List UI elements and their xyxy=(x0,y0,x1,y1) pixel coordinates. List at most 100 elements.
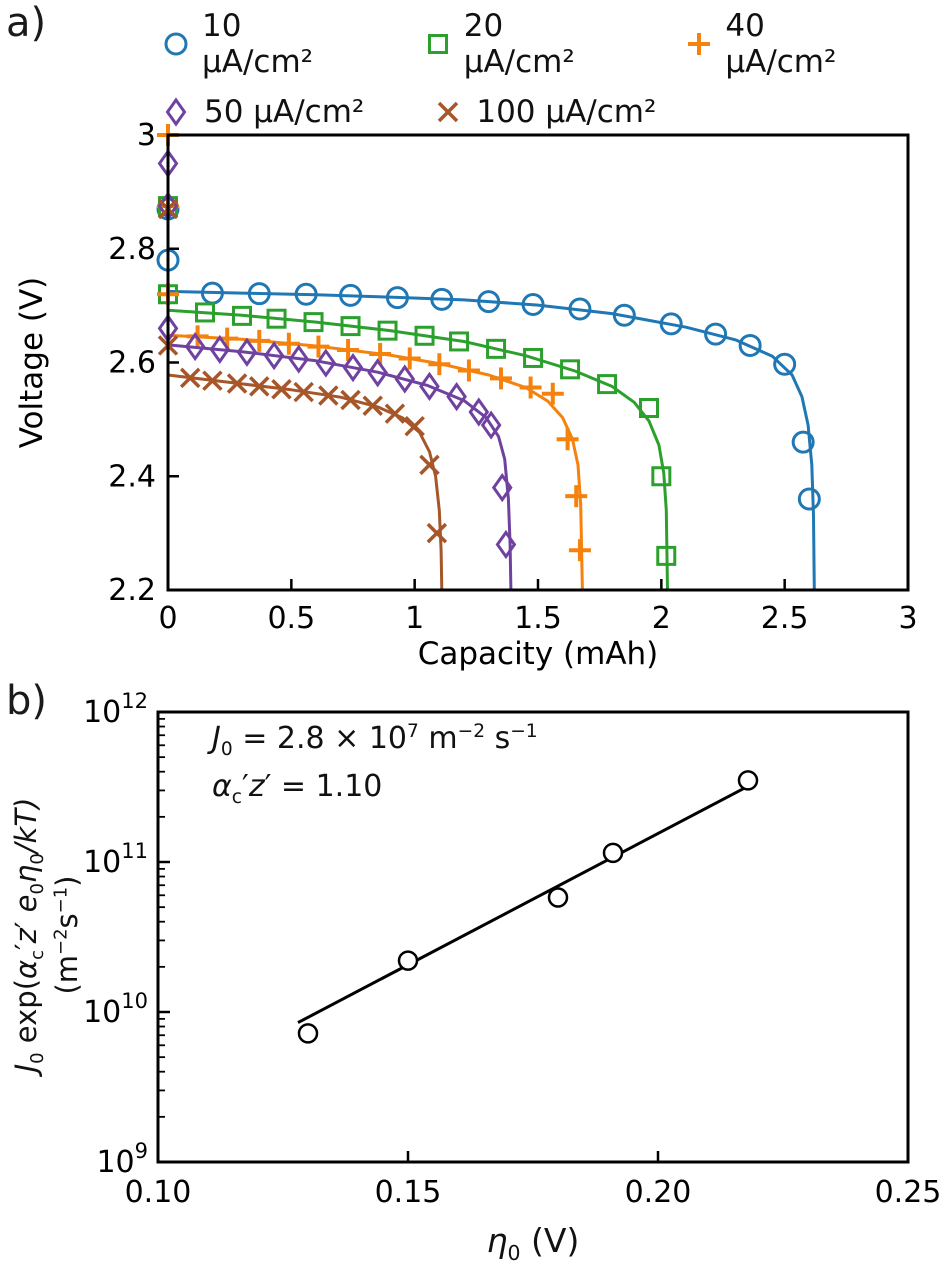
annot-s-exp: −1 xyxy=(510,721,538,742)
tafel-chart: 0.10 0.15 0.20 0.25 109 1010 1011 1012 xyxy=(83,689,941,1210)
y-tick-label: 3 xyxy=(137,118,156,153)
legend-item-square: 20 µA/cm² xyxy=(420,8,616,80)
legend-label: 50 µA/cm² xyxy=(204,94,365,130)
legend-label: 10 µA/cm² xyxy=(202,8,314,80)
x-tick-label: 0.25 xyxy=(875,1175,942,1210)
discharge-chart: 0 0.5 1 1.5 2 2.5 3 2.2 2.4 2.6 2.8 3 Capacity (mAh)… xyxy=(14,118,918,672)
annot-eq1: = 2.8 × 10 xyxy=(232,721,408,756)
annot-alpha: α xyxy=(212,768,232,804)
legend-item-circle: 10 µA/cm² xyxy=(158,8,354,80)
annot-eq2: = 1.10 xyxy=(271,768,383,804)
data-point xyxy=(297,1023,319,1044)
series-circle xyxy=(156,197,821,592)
fit-annotation-alpha: αc′z′ = 1.10 xyxy=(212,764,538,812)
axes-frame-b xyxy=(156,710,910,1164)
legend-label: 40 µA/cm² xyxy=(725,8,837,80)
yl-units-close: ) xyxy=(50,875,85,887)
yl-eta: η xyxy=(9,864,44,884)
y-tick-label: 109 xyxy=(96,1139,148,1180)
x-tick-label: 0.10 xyxy=(125,1175,192,1210)
yl-exp-open: exp( xyxy=(9,978,44,1053)
panel-b-ylabel-line2: (m−2s−1) xyxy=(50,625,86,1245)
yl-alpha: α xyxy=(9,959,44,979)
x-tick-label: 3 xyxy=(898,601,917,636)
y-tick-label: 1010 xyxy=(83,989,148,1030)
annot-prime2: ′ xyxy=(264,768,272,804)
axis-ticks-b: 0.10 0.15 0.20 0.25 109 1010 1011 1012 xyxy=(83,689,941,1210)
legend-row: 10 µA/cm² 20 µA/cm² 40 µA/cm² xyxy=(158,8,943,80)
yl-J-sub: 0 xyxy=(27,1052,49,1064)
yl-units-s-exp: −1 xyxy=(50,886,72,914)
yl-units-open: (m xyxy=(50,954,85,995)
annot-unit-m: m xyxy=(418,721,458,756)
yl-prime2: ′ xyxy=(9,921,44,929)
annot-exp: 7 xyxy=(407,721,419,742)
fit-line xyxy=(297,780,757,1024)
plot-area-a xyxy=(156,124,821,592)
x-legend-marker-icon xyxy=(438,101,459,123)
yl-z: z xyxy=(9,928,44,944)
diamond-legend-marker-icon xyxy=(165,97,187,127)
y-tick-label: 2.8 xyxy=(108,232,156,267)
yl-eta-sub: 0 xyxy=(27,853,49,865)
annot-z: z xyxy=(248,768,265,804)
data-point xyxy=(547,887,569,908)
x-tick-label: 1.5 xyxy=(514,601,562,636)
data-points xyxy=(297,770,759,1044)
x-tick-label: 0.15 xyxy=(375,1175,442,1210)
y-tick-label: 1012 xyxy=(83,689,148,730)
yl-e: e xyxy=(9,894,44,922)
square-legend-marker-icon xyxy=(427,34,448,54)
panel-b-ylabel-line1: J0 exp(αc′z′ e0η0/kT) xyxy=(8,625,49,1245)
xl-units: (V) xyxy=(520,1221,580,1261)
yl-units-m-exp: −2 xyxy=(50,928,72,955)
yl-alpha-sub: c xyxy=(27,949,49,960)
data-point xyxy=(397,950,419,971)
legend-item-x: 100 µA/cm² xyxy=(430,94,656,130)
series-x xyxy=(157,198,448,592)
panel-b-xlabel: η0 (V) xyxy=(487,1221,580,1265)
annot-m-exp: −2 xyxy=(457,721,486,742)
yl-units-s: s xyxy=(50,913,85,929)
yl-prime1: ′ xyxy=(9,943,44,950)
fit-annotation-j0: J0 = 2.8 × 107 m−2 s−1 xyxy=(212,716,538,764)
panel-a-ylabel: Voltage (V) xyxy=(14,277,50,449)
x-tick-label: 0.20 xyxy=(625,1175,692,1210)
yl-J: J xyxy=(9,1063,44,1073)
legend-item-diamond: 50 µA/cm² xyxy=(158,94,364,130)
annot-J-sub: 0 xyxy=(220,739,233,760)
plus-legend-marker-icon xyxy=(688,33,711,55)
x-tick-label: 2.5 xyxy=(761,601,809,636)
axis-ticks-a: 0 0.5 1 1.5 2 2.5 3 2.2 2.4 2.6 2.8 3 xyxy=(108,118,917,636)
panel-a-xlabel: Capacity (mAh) xyxy=(418,636,659,672)
panel-b-label: b) xyxy=(6,678,47,724)
y-tick-label: 2.2 xyxy=(108,573,156,608)
legend-label: 100 µA/cm² xyxy=(476,94,657,130)
fit-annotation: J0 = 2.8 × 107 m−2 s−1 αc′z′ = 1.10 xyxy=(212,716,538,812)
annot-unit-s: s xyxy=(485,721,511,756)
legend-label: 20 µA/cm² xyxy=(463,8,575,80)
circle-legend-marker-icon xyxy=(164,32,188,56)
panel-a-label: a) xyxy=(6,0,47,46)
data-point xyxy=(602,842,624,864)
x-tick-label: 2 xyxy=(652,601,671,636)
legend-item-plus: 40 µA/cm² xyxy=(681,8,877,80)
data-point xyxy=(737,770,759,791)
xl-eta-sub: 0 xyxy=(507,1240,521,1265)
x-tick-label: 0.5 xyxy=(267,601,315,636)
annot-J: J xyxy=(212,721,221,756)
y-tick-label: 1011 xyxy=(83,839,148,880)
series-square xyxy=(158,196,677,592)
legend-row: 50 µA/cm² 100 µA/cm² xyxy=(158,94,943,130)
x-tick-label: 0 xyxy=(158,601,177,636)
y-tick-label: 2.4 xyxy=(108,459,156,494)
x-tick-label: 1 xyxy=(405,601,424,636)
legend: 10 µA/cm² 20 µA/cm² 40 µA/cm² 50 µA/cm² 100 … xyxy=(158,8,943,144)
xl-eta: η xyxy=(486,1221,508,1261)
yl-close: /kT) xyxy=(9,797,44,854)
y-tick-label: 2.6 xyxy=(108,346,156,381)
annot-prime1: ′ xyxy=(242,768,249,804)
yl-e-sub: 0 xyxy=(27,883,49,895)
annot-alpha-sub: c xyxy=(231,786,243,808)
